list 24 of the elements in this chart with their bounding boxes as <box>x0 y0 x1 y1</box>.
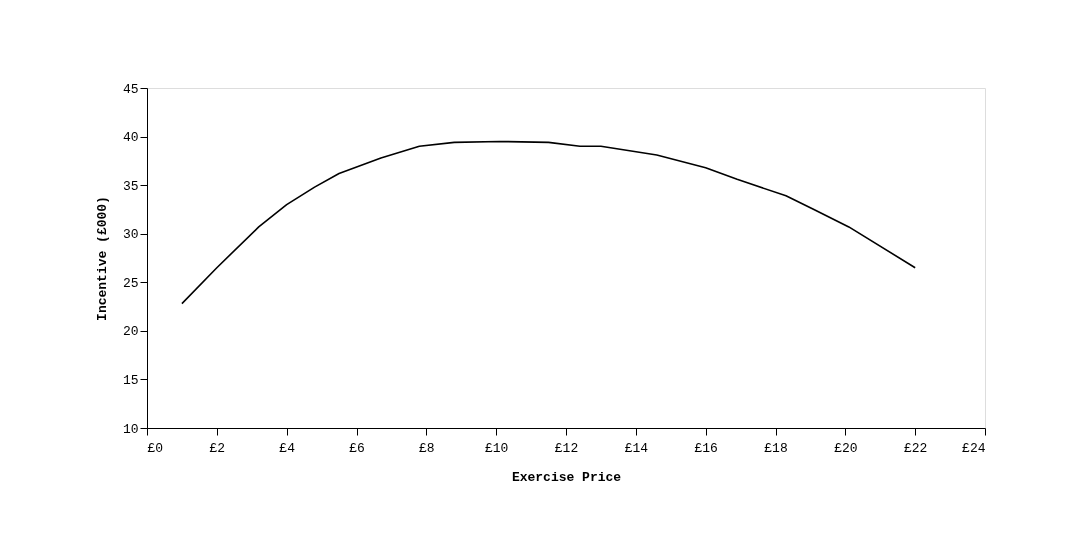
x-tick-label: £6 <box>349 440 365 456</box>
y-tick-label: 35 <box>122 178 139 194</box>
x-tick-label: £22 <box>903 440 928 456</box>
x-tick-label: £20 <box>834 440 858 456</box>
x-axis-title: Exercise Price <box>511 469 622 485</box>
x-tick-label: £0 <box>147 440 164 456</box>
y-tick-label: 10 <box>122 421 139 437</box>
x-tick-label: £8 <box>419 440 435 456</box>
y-tick-label: 30 <box>122 227 139 243</box>
x-tick-label: £16 <box>694 440 718 456</box>
x-tick-label: £24 <box>962 440 986 456</box>
x-tick-label: £12 <box>554 440 579 456</box>
y-tick-label: 15 <box>122 372 139 388</box>
y-axis-title: Incentive (£000) <box>94 196 110 321</box>
x-tick-label: £4 <box>279 440 296 456</box>
y-tick-label: 45 <box>122 81 139 97</box>
x-tick-label: £18 <box>764 440 788 456</box>
line-series <box>181 140 916 305</box>
x-tick-label: £2 <box>209 440 226 456</box>
y-tick-label: 40 <box>122 130 139 146</box>
y-tick-label: 20 <box>122 324 139 340</box>
x-tick-label: £14 <box>624 440 649 456</box>
x-tick-label: £10 <box>484 440 509 456</box>
y-tick-label: 25 <box>122 275 139 291</box>
